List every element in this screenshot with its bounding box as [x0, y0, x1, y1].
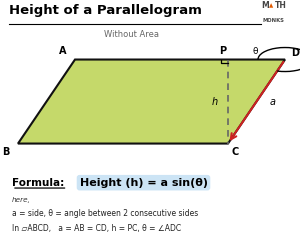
Text: MONKS: MONKS	[262, 18, 284, 23]
Polygon shape	[18, 60, 285, 144]
Text: Height of a Parallelogram: Height of a Parallelogram	[9, 4, 202, 17]
Text: C: C	[231, 147, 238, 157]
Text: B: B	[2, 147, 10, 157]
Text: h: h	[212, 97, 218, 106]
Text: A: A	[59, 46, 67, 56]
Text: M: M	[261, 1, 269, 10]
Text: θ: θ	[252, 47, 258, 56]
Text: ▲: ▲	[268, 3, 273, 8]
Text: Height (h) = a sin(θ): Height (h) = a sin(θ)	[80, 178, 208, 188]
Text: TH: TH	[274, 1, 286, 10]
Text: a: a	[270, 97, 276, 106]
Text: here,: here,	[12, 197, 31, 203]
Text: In ▱ABCD,   a = AB = CD, h = PC, θ = ∠ADC: In ▱ABCD, a = AB = CD, h = PC, θ = ∠ADC	[12, 224, 181, 233]
Text: Without Area: Without Area	[104, 30, 160, 39]
Text: P: P	[219, 45, 226, 56]
Text: Formula:: Formula:	[12, 178, 64, 188]
Text: D: D	[291, 48, 299, 58]
Text: a = side, θ = angle between 2 consecutive sides: a = side, θ = angle between 2 consecutiv…	[12, 209, 198, 218]
